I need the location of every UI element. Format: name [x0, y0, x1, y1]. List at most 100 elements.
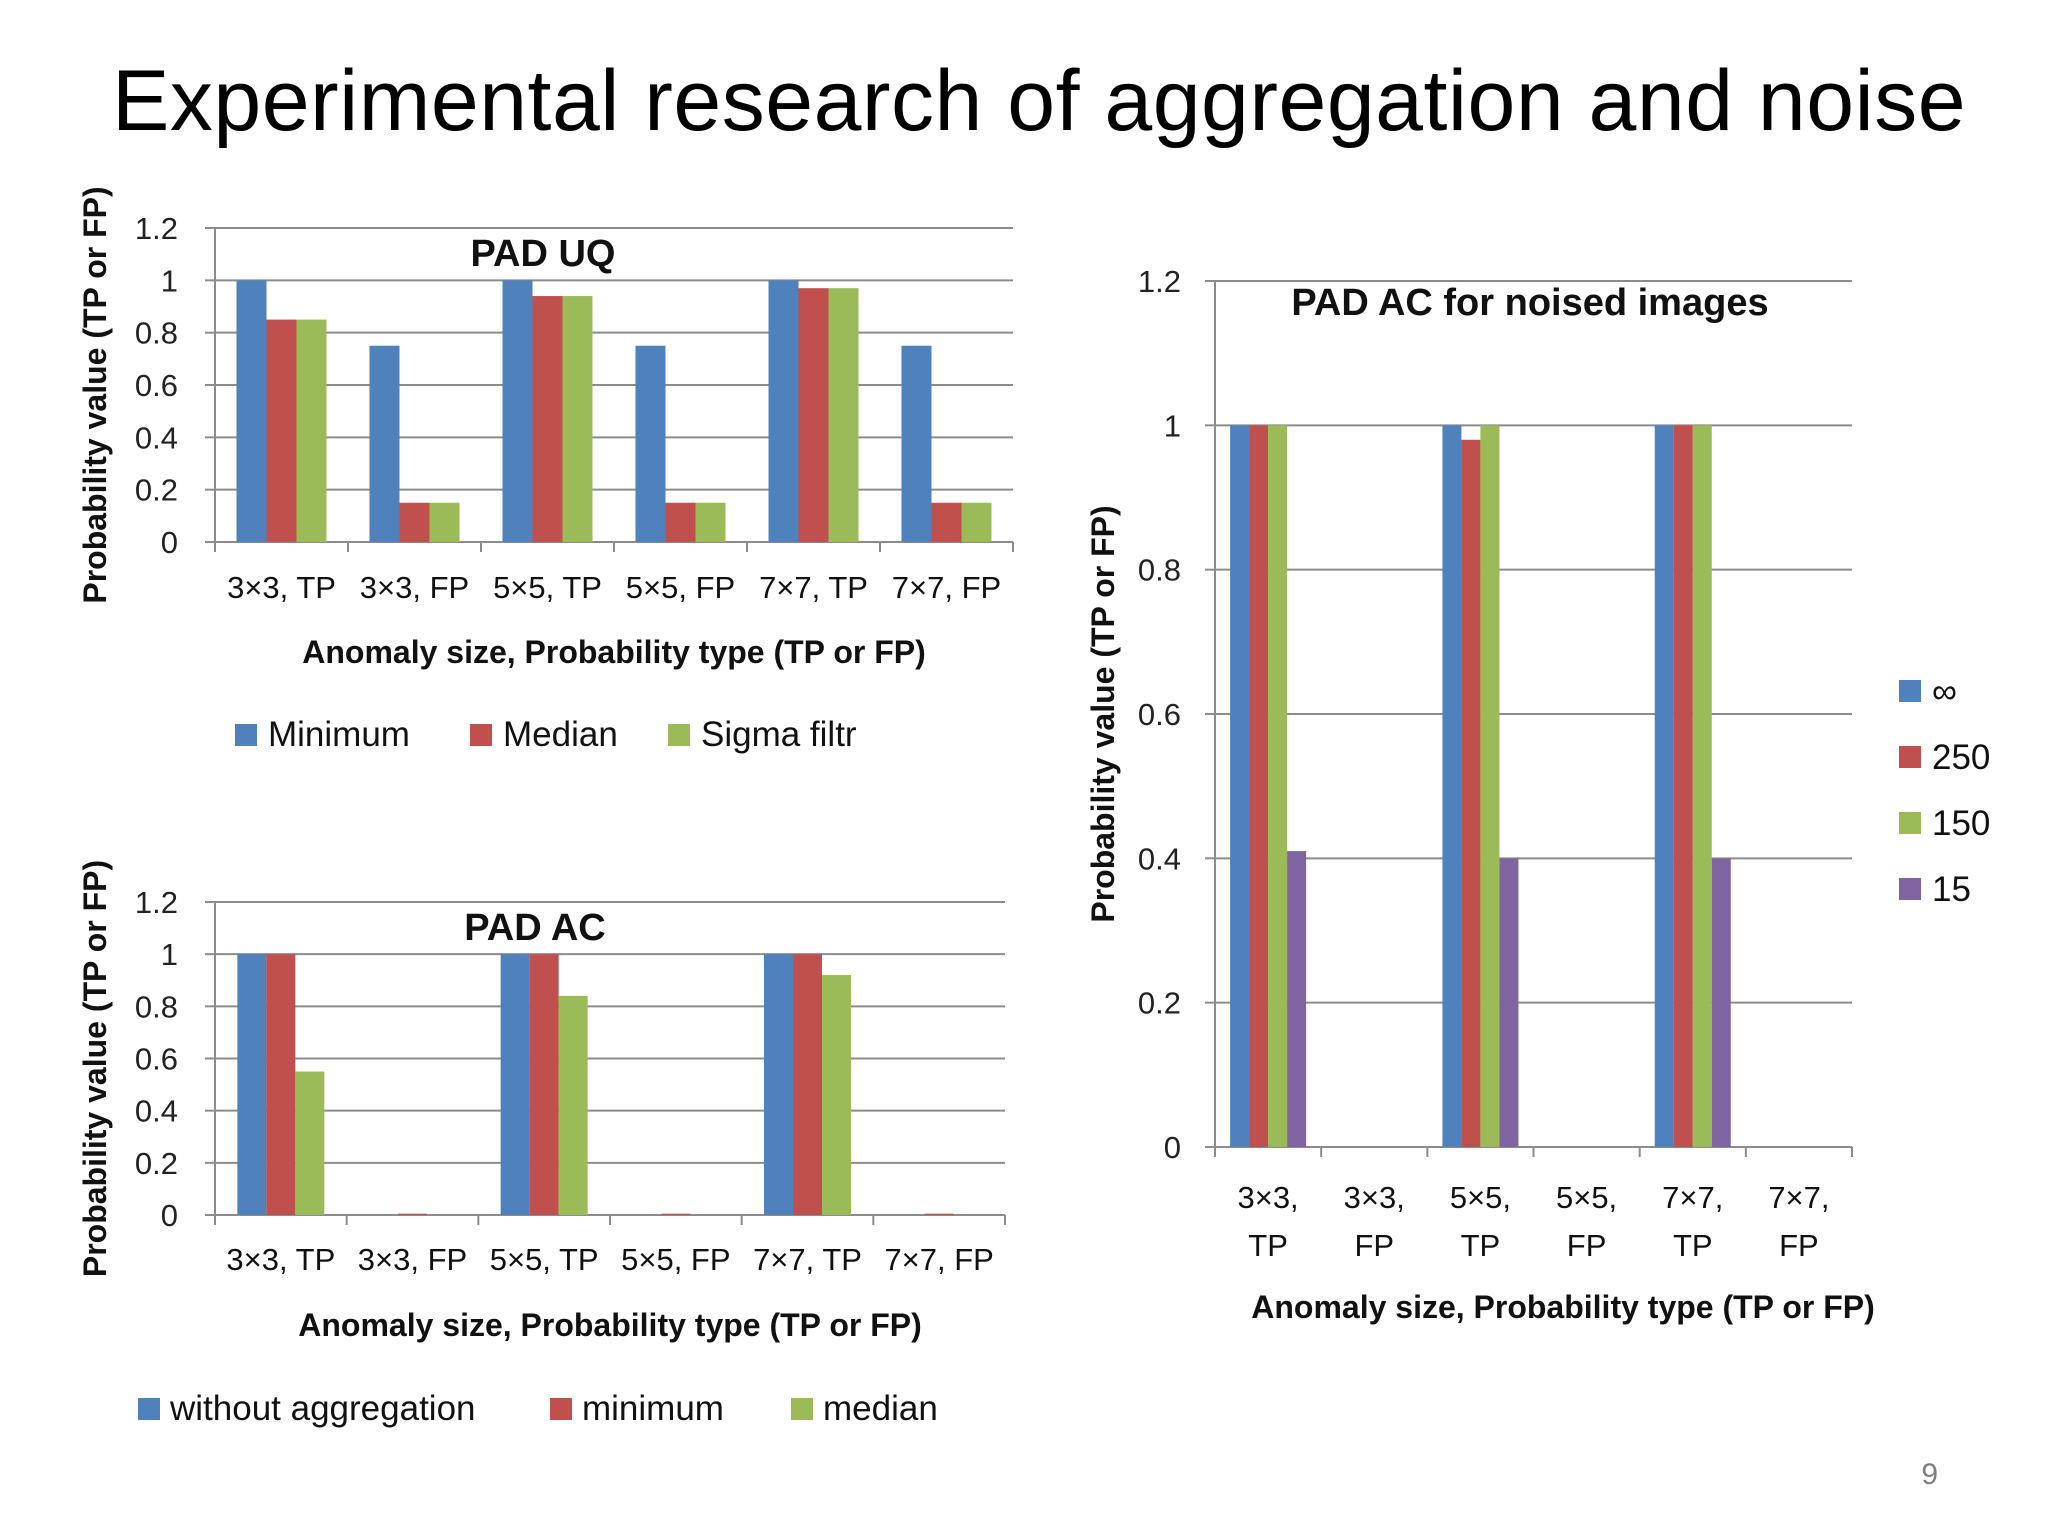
- page-number: 9: [1921, 1458, 1938, 1491]
- bar-median: [399, 502, 430, 542]
- y-tick-label: 0.6: [135, 1042, 178, 1077]
- bar-sigma-filtr: [296, 319, 327, 542]
- bar-sigma-filtr: [828, 288, 859, 542]
- bar-without-aggregation: [764, 954, 793, 1215]
- x-category-label: FP: [1354, 1228, 1394, 1263]
- x-category-label: 3×3,: [1344, 1180, 1405, 1215]
- y-tick-label: 1: [1164, 408, 1181, 443]
- bar-median: [295, 1071, 325, 1215]
- x-axis-title: Anomaly size, Probability type (TP or FP…: [302, 634, 926, 670]
- x-category-label: TP: [1248, 1228, 1288, 1263]
- bar-median: [931, 502, 962, 542]
- chart-title: PAD AC for noised images: [1291, 282, 1768, 324]
- bar-150: [1480, 425, 1500, 1147]
- bar-minimum: [398, 1213, 427, 1215]
- x-category-label: 3×3, TP: [226, 1242, 335, 1277]
- y-tick-label: 1.2: [1138, 264, 1181, 299]
- y-tick-label: 0.4: [135, 420, 178, 455]
- y-tick-label: 0.8: [1138, 553, 1181, 588]
- legend-label: without aggregation: [169, 1389, 476, 1428]
- bar-15: [1711, 858, 1731, 1147]
- y-tick-label: 0.8: [135, 989, 178, 1024]
- x-category-label: 5×5,: [1556, 1180, 1617, 1215]
- x-category-label: 7×7, FP: [892, 570, 1001, 605]
- legend-swatch: [1899, 878, 1921, 900]
- legend-swatch: [138, 1398, 160, 1420]
- y-tick-label: 0: [161, 525, 178, 560]
- x-category-label: 3×3,: [1237, 1180, 1298, 1215]
- bar-median: [798, 288, 829, 542]
- bar-sigma-filtr: [562, 296, 593, 542]
- legend-swatch: [668, 724, 690, 746]
- chart-pad-uq: 0 0.2 0.4 0.6 0.8 1 1.2 3×3, TP 3×3, FP 5×5, TP 5×…: [77, 186, 1014, 754]
- bar-150: [1268, 425, 1288, 1147]
- legend-label: ∞: [1932, 672, 1957, 711]
- slide-title: Experimental research of aggregation and…: [112, 53, 1967, 149]
- bar-minimum: [768, 280, 799, 542]
- y-tick-label: 0.6: [135, 368, 178, 403]
- bar-sigma-filtr: [429, 502, 460, 542]
- x-category-label: TP: [1461, 1228, 1501, 1263]
- y-tick-label: 0.4: [1138, 841, 1181, 876]
- x-category-label: 7×7,: [1662, 1180, 1723, 1215]
- x-axis-title: Anomaly size, Probability type (TP or FP…: [1251, 1289, 1875, 1325]
- bar-: [1230, 425, 1250, 1147]
- legend-swatch: [1899, 746, 1921, 768]
- x-category-label: TP: [1673, 1228, 1713, 1263]
- bar-250: [1673, 425, 1693, 1147]
- bar-median: [558, 995, 588, 1215]
- legend-swatch: [235, 724, 257, 746]
- x-category-label: 7×7, TP: [759, 570, 868, 605]
- x-category-label: 5×5, FP: [621, 1242, 730, 1277]
- x-category-label: 5×5, FP: [626, 570, 735, 605]
- y-axis-title: Probability value (TP or FP): [77, 860, 113, 1277]
- legend-swatch: [470, 724, 492, 746]
- legend-swatch: [791, 1398, 813, 1420]
- legend-label: median: [823, 1389, 938, 1428]
- x-category-label: FP: [1779, 1228, 1819, 1263]
- chart-pad-ac: 0 0.2 0.4 0.6 0.8 1 1.2 3×3, TP 3×3, FP 5×5, TP 5×…: [77, 860, 1006, 1428]
- y-tick-label: 0.2: [1138, 986, 1181, 1021]
- y-tick-label: 0.2: [135, 1146, 178, 1181]
- chart-pad-ac-noised: 0 0.2 0.4 0.6 0.8 1 1.2 3×3, TP 3×3, FP 5×5, TP 5×5, F…: [1085, 264, 1990, 1325]
- y-axis-title: Probability value (TP or FP): [77, 186, 113, 603]
- legend-label: 15: [1932, 870, 1971, 909]
- x-category-label: 7×7, TP: [753, 1242, 862, 1277]
- chart-title: PAD UQ: [471, 233, 616, 275]
- legend-label: 150: [1932, 804, 1990, 843]
- y-tick-label: 0: [161, 1198, 178, 1233]
- x-category-label: 3×3, TP: [227, 570, 336, 605]
- y-tick-label: 1: [161, 937, 178, 972]
- bar-minimum: [236, 280, 267, 542]
- y-tick-label: 1: [161, 263, 178, 298]
- x-category-label: 3×3, FP: [360, 570, 469, 605]
- legend-label: Minimum: [268, 715, 410, 754]
- legend-label: Median: [503, 715, 618, 754]
- bar-: [1442, 425, 1462, 1147]
- bar-minimum: [502, 280, 533, 542]
- y-tick-label: 0: [1164, 1130, 1181, 1165]
- y-tick-label: 0.6: [1138, 697, 1181, 732]
- legend-swatch: [1899, 812, 1921, 834]
- x-category-label: 5×5, TP: [490, 1242, 599, 1277]
- legend-swatch: [550, 1398, 572, 1420]
- legend-label: 250: [1932, 738, 1990, 777]
- y-tick-label: 0.2: [135, 473, 178, 508]
- x-category-label: 7×7,: [1768, 1180, 1829, 1215]
- bar-median: [266, 319, 297, 542]
- y-tick-label: 1.2: [135, 885, 178, 920]
- x-category-label: 7×7, FP: [884, 1242, 993, 1277]
- bar-150: [1692, 425, 1712, 1147]
- bar-without-aggregation: [500, 954, 530, 1215]
- x-category-label: 3×3, FP: [358, 1242, 467, 1277]
- bar-: [1654, 425, 1674, 1147]
- legend-label: minimum: [582, 1389, 724, 1428]
- bar-median: [822, 975, 851, 1215]
- bar-sigma-filtr: [961, 502, 992, 542]
- bar-250: [1249, 425, 1269, 1147]
- x-category-label: FP: [1567, 1228, 1607, 1263]
- legend-label: Sigma filtr: [701, 715, 857, 754]
- bar-minimum: [266, 954, 296, 1215]
- bar-median: [532, 296, 563, 542]
